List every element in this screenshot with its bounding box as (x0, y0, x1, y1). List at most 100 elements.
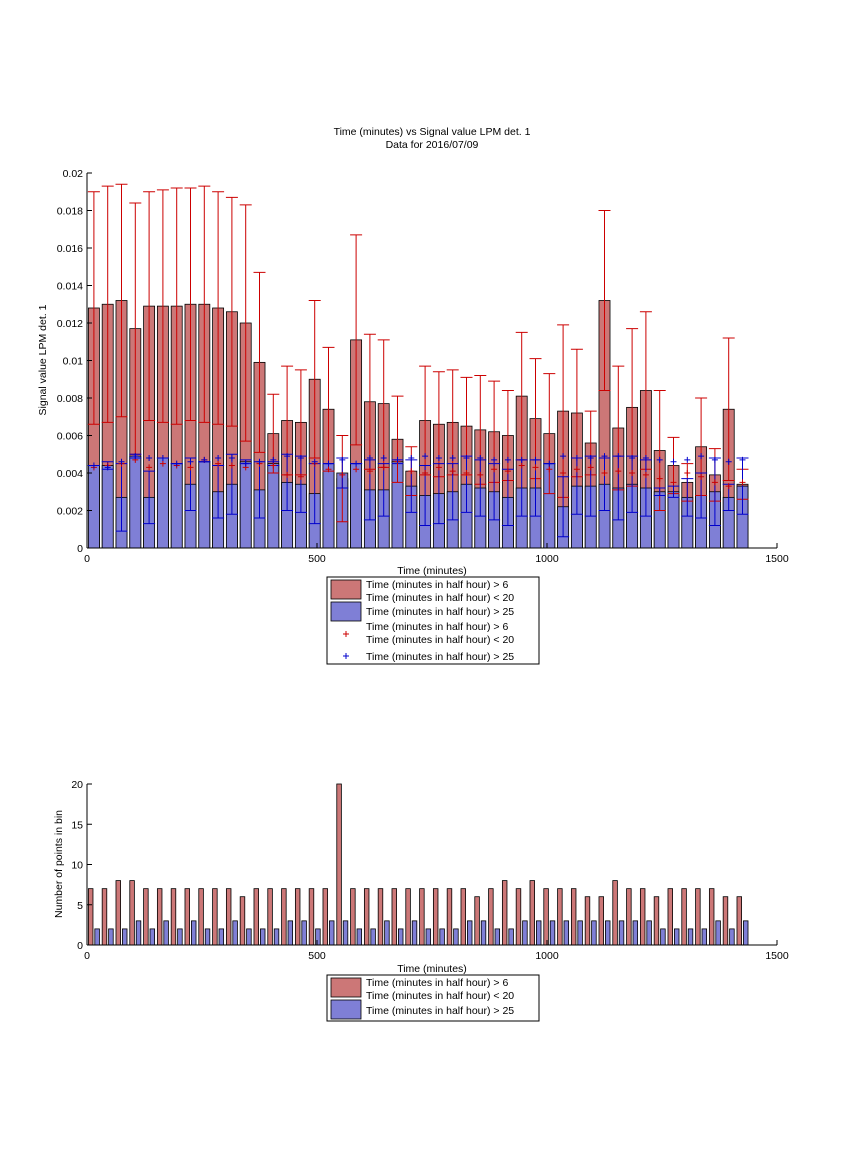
red-marker (504, 468, 511, 475)
count-red-bar (87, 888, 94, 946)
legend-label: Time (minutes in half hour) > 6 (366, 621, 508, 633)
blue-marker (546, 460, 553, 467)
blue-marker (366, 455, 373, 461)
signal-chart-subtitle: Data for 2016/07/09 (386, 139, 479, 151)
red-marker (339, 471, 346, 478)
y-tick-label: 20 (71, 779, 83, 791)
count-blue-bar (232, 920, 238, 946)
count-red-bar (432, 888, 439, 946)
count-red-bar (170, 888, 177, 946)
count-red-bar (681, 888, 687, 946)
y-tick-label: 15 (71, 819, 83, 831)
y-tick-label: 0 (77, 543, 83, 555)
count-red-bar (557, 888, 563, 946)
red-marker (560, 470, 567, 476)
red-marker (491, 466, 498, 473)
count-red-bar (570, 888, 577, 946)
red-marker (159, 460, 166, 467)
y-tick-label: 0.004 (57, 468, 83, 480)
blue-marker (173, 460, 180, 467)
count-red-bar (584, 896, 591, 946)
count-red-bar (405, 888, 411, 946)
blue-marker (463, 455, 470, 461)
count-red-bar (281, 888, 287, 946)
red-marker (725, 483, 732, 490)
y-tick-label: 0 (77, 940, 83, 952)
count-red-bar (267, 888, 273, 946)
red-marker (297, 473, 304, 480)
legend-label: Time (minutes in half hour) < 20 (366, 990, 514, 1002)
y-tick-label: 0.02 (63, 168, 84, 180)
red-marker (642, 471, 649, 478)
count-red-bar (253, 888, 259, 946)
count-blue-bar (618, 920, 625, 946)
red-marker (532, 464, 539, 471)
red-marker (684, 470, 691, 476)
red-marker (146, 464, 153, 471)
count-red-bar (336, 783, 342, 946)
count-blue-bar (273, 928, 280, 946)
count-red-bar (115, 880, 121, 946)
count-blue-bar (398, 928, 404, 946)
count-red-bar (101, 888, 108, 946)
blue-marker (187, 458, 194, 465)
blue-marker (477, 455, 484, 461)
red-marker (228, 462, 235, 469)
count-blue-bar (384, 920, 390, 946)
blue-marker (711, 456, 718, 463)
count-blue-bar (674, 928, 680, 946)
x-tick-label: 0 (84, 553, 90, 565)
count-blue-bar (301, 920, 307, 946)
legend-red-marker (343, 631, 349, 637)
blue-marker (629, 455, 636, 461)
y-tick-label: 0.01 (63, 356, 84, 368)
blue-marker (670, 458, 677, 465)
blue-marker (435, 455, 442, 461)
count-blue-bar (701, 928, 708, 946)
red-marker (698, 473, 705, 480)
blue-marker (215, 455, 222, 461)
red-marker (408, 468, 415, 475)
x-tick-label: 0 (84, 950, 90, 962)
blue-bar (87, 465, 100, 549)
y-tick-label: 10 (71, 860, 83, 872)
count-red-bar (212, 888, 218, 946)
y-tick-label: 0.012 (57, 318, 83, 330)
red-marker (546, 466, 553, 473)
count-blue-bar (411, 920, 418, 946)
axes-background (87, 784, 777, 945)
legend-label: Time (minutes in half hour) < 20 (366, 592, 514, 604)
y-tick-label: 0.016 (57, 243, 83, 255)
legend-box (326, 974, 540, 1022)
count-red-bar (294, 888, 301, 946)
blue-marker (587, 455, 594, 461)
count-blue-bar (536, 920, 542, 946)
blue-marker (90, 462, 97, 469)
blue-marker (256, 458, 263, 465)
blue-bar (156, 457, 169, 549)
legend-label: Time (minutes in half hour) > 6 (366, 579, 508, 591)
blue-marker (560, 453, 567, 460)
count-red-bar (460, 888, 466, 946)
blue-bar (350, 463, 363, 549)
red-marker (739, 479, 746, 486)
y-tick-label: 0.006 (57, 431, 83, 443)
blue-marker (118, 458, 125, 465)
blue-marker (615, 453, 622, 460)
blue-marker (146, 455, 153, 461)
count-blue-bar (467, 920, 473, 946)
blue-marker (284, 453, 291, 460)
count-blue-bar (591, 920, 597, 946)
count-blue-bar (480, 920, 487, 946)
count-red-bar (446, 888, 453, 946)
x-tick-label: 500 (308, 553, 326, 565)
red-marker (366, 468, 373, 475)
blue-marker (380, 455, 387, 461)
count-blue-bar (287, 920, 294, 946)
count-red-bar (501, 880, 508, 946)
blue-marker (601, 453, 608, 460)
red-marker (422, 470, 429, 476)
count-chart: 0 500 1000 1500 0 5 10 15 20 Time (minutes) Numb… (53, 779, 789, 1022)
blue-marker (104, 464, 111, 471)
